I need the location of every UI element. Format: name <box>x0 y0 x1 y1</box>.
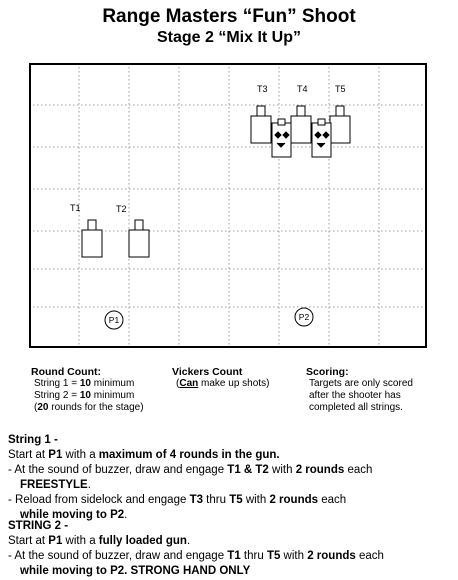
target-t1 <box>81 219 103 258</box>
round-count: Round Count: String 1 = 10 minimum Strin… <box>31 366 144 413</box>
page-title: Range Masters “Fun” Shoot <box>102 6 356 27</box>
label-p2: P2 <box>299 312 310 322</box>
label-p1: P1 <box>109 315 120 325</box>
page-subtitle: Stage 2 “Mix It Up” <box>156 29 302 46</box>
stage-diagram: T1 T2 T3 T4 T5 P1 P2 <box>29 63 427 348</box>
label-t1: T1 <box>70 203 81 213</box>
no-shoot-right <box>311 118 332 158</box>
string-2-section: STRING 2 - Start at P1 with a fully load… <box>8 520 384 577</box>
target-t4 <box>290 105 312 144</box>
label-t3: T3 <box>257 84 268 94</box>
target-t5 <box>329 105 351 144</box>
range-border <box>29 63 427 348</box>
target-t2 <box>128 219 150 258</box>
label-t4: T4 <box>297 84 308 94</box>
position-p1 <box>104 310 124 330</box>
label-t5: T5 <box>335 84 346 94</box>
string-1-section: String 1 - Start at P1 with a maximum of… <box>8 434 373 521</box>
position-p2 <box>294 307 314 327</box>
no-shoot-left <box>271 118 292 158</box>
target-t3 <box>250 105 272 144</box>
label-t2: T2 <box>116 204 127 214</box>
vickers-count: Vickers Count (Can make up shots) <box>172 366 270 389</box>
grid <box>29 63 427 348</box>
scoring: Scoring: Targets are only scored after t… <box>306 366 413 413</box>
